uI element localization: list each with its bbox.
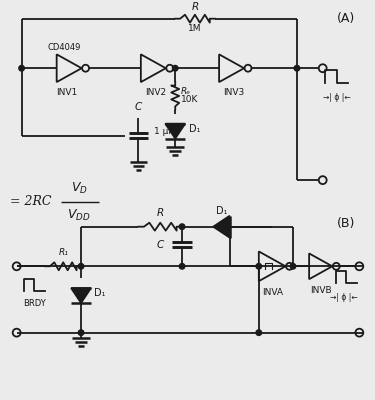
Circle shape <box>290 264 296 269</box>
Circle shape <box>256 330 262 336</box>
Text: R: R <box>157 208 164 218</box>
Text: R: R <box>191 2 198 12</box>
Circle shape <box>179 264 185 269</box>
Text: →| ϕ |←: →| ϕ |← <box>330 293 357 302</box>
Text: $V_{DD}$: $V_{DD}$ <box>67 208 91 223</box>
Text: →| ϕ |←: →| ϕ |← <box>322 93 350 102</box>
Text: D₁: D₁ <box>94 288 105 298</box>
Text: (B): (B) <box>336 217 355 230</box>
Circle shape <box>78 330 84 336</box>
Text: CD4049: CD4049 <box>48 43 81 52</box>
Circle shape <box>294 66 300 71</box>
Polygon shape <box>165 124 185 138</box>
Text: (A): (A) <box>336 12 355 25</box>
Text: INV3: INV3 <box>223 88 244 97</box>
Text: INVA: INVA <box>262 288 283 297</box>
Text: INVB: INVB <box>310 286 332 295</box>
Text: 10K: 10K <box>181 96 198 104</box>
Text: $V_D$: $V_D$ <box>70 181 87 196</box>
Text: D₁: D₁ <box>216 206 227 216</box>
Text: INV1: INV1 <box>57 88 78 97</box>
Circle shape <box>172 66 178 71</box>
Circle shape <box>256 264 262 269</box>
Polygon shape <box>71 288 91 303</box>
Text: BRDY: BRDY <box>23 299 46 308</box>
Circle shape <box>78 264 84 269</box>
Text: 1 μF: 1 μF <box>154 127 174 136</box>
Circle shape <box>19 66 24 71</box>
Polygon shape <box>213 216 230 238</box>
Text: D₁: D₁ <box>189 124 201 134</box>
Text: 1M: 1M <box>188 24 202 33</box>
Circle shape <box>179 224 185 230</box>
Text: = 2RC: = 2RC <box>10 196 51 208</box>
Text: C: C <box>135 102 142 112</box>
Text: C: C <box>157 240 164 250</box>
Text: R₁: R₁ <box>58 248 68 257</box>
Text: Rₑ: Rₑ <box>181 88 191 96</box>
Text: INV2: INV2 <box>145 88 166 97</box>
